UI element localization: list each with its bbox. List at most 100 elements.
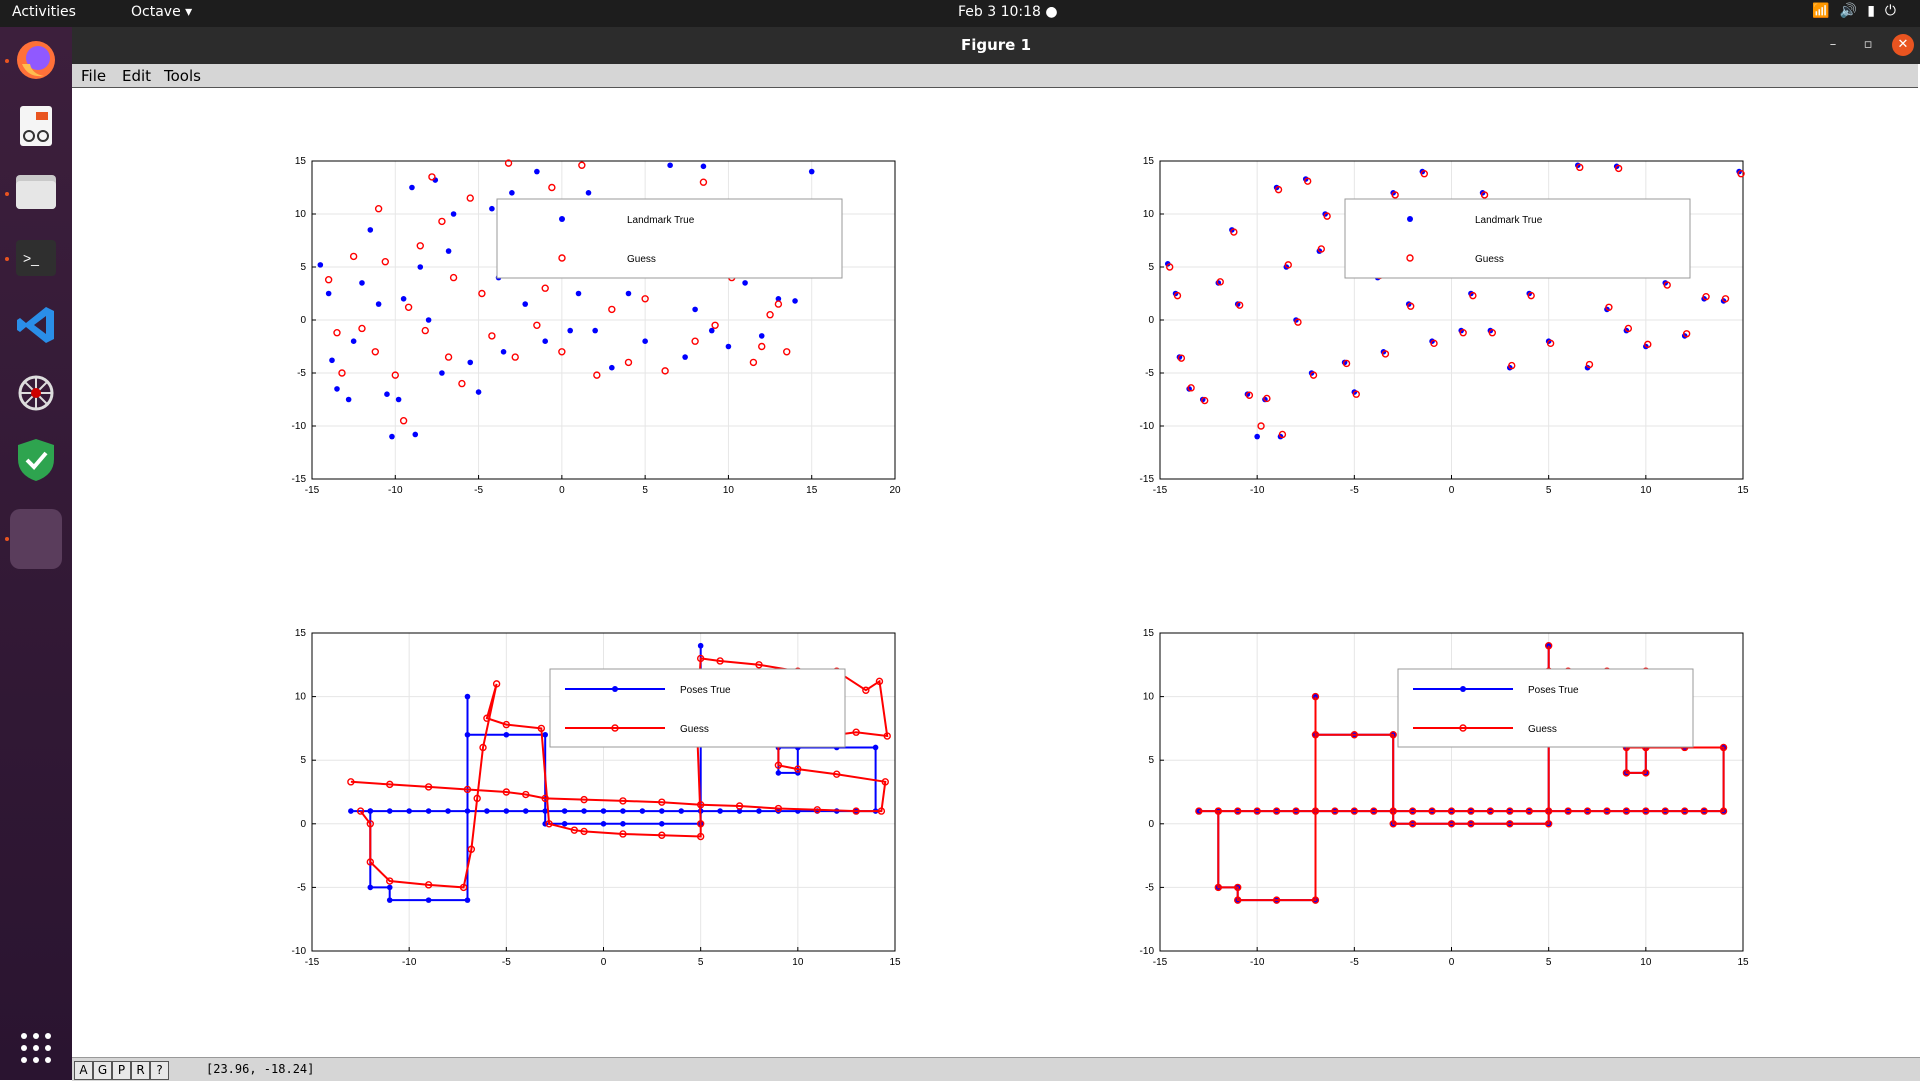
point-poses-true — [600, 808, 607, 814]
point-guess — [1235, 301, 1244, 309]
wifi-icon: 📶 — [1812, 3, 1840, 19]
legend-marker — [1406, 254, 1414, 262]
point-guess — [1622, 807, 1631, 815]
app-menu-octave[interactable]: Octave ▾ — [131, 4, 193, 20]
point-landmark-true — [758, 333, 765, 339]
terminal-icon[interactable]: >_ — [10, 232, 62, 284]
point-poses-true — [775, 770, 782, 776]
vscode-icon[interactable] — [10, 299, 62, 351]
x-tick-label: 0 — [601, 957, 607, 968]
menu-edit[interactable]: Edit — [122, 67, 152, 85]
point-guess — [1323, 212, 1331, 220]
autoscale-button[interactable]: A — [74, 1061, 93, 1080]
y-tick-label: 10 — [295, 692, 307, 703]
point-poses-true — [639, 808, 646, 814]
maximize-button[interactable]: ▫ — [1863, 37, 1873, 52]
close-button[interactable]: ✕ — [1892, 34, 1914, 56]
point-guess — [1350, 731, 1359, 739]
x-tick-label: 15 — [1737, 957, 1749, 968]
legend: Landmark True Guess — [1344, 198, 1691, 279]
point-guess — [774, 804, 783, 813]
active-window-icon[interactable] — [10, 509, 62, 569]
files-icon[interactable] — [10, 165, 62, 217]
point-guess — [1488, 329, 1497, 337]
point-guess — [399, 417, 408, 425]
point-guess — [1544, 642, 1553, 650]
help-button[interactable]: ? — [150, 1061, 169, 1080]
subplot-2[interactable]: -15 -10 -5 0 5 10 15 15 10 5 0 -5 -10 -15 Landmark Tru… — [1140, 156, 1749, 496]
point-guess — [696, 654, 705, 663]
point-poses-true — [872, 744, 879, 751]
point-guess — [502, 720, 511, 729]
point-guess — [658, 798, 666, 806]
firefox-icon[interactable] — [10, 34, 62, 86]
point-poses-true — [425, 897, 432, 903]
x-tick-label: 0 — [1449, 485, 1455, 496]
point-guess — [1642, 769, 1650, 777]
point-guess — [366, 858, 374, 866]
system-status-area[interactable]: 📶🔊▮⏻ — [1812, 3, 1906, 19]
point-guess — [1719, 807, 1728, 815]
point-guess — [696, 832, 705, 841]
legend-label: Landmark True — [627, 215, 695, 226]
point-guess — [1428, 807, 1436, 815]
menu-tools[interactable]: Tools — [164, 67, 201, 85]
point-guess — [504, 159, 513, 167]
minimize-button[interactable]: – — [1829, 37, 1837, 52]
x-tick-label: -10 — [1250, 957, 1265, 968]
menu-file[interactable]: File — [81, 67, 107, 85]
point-guess — [1352, 390, 1360, 398]
clock[interactable]: Feb 3 10:18 ● — [958, 4, 1058, 20]
window-title-bar[interactable]: Figure 1 – ▫ ✕ — [72, 27, 1920, 64]
point-guess — [444, 353, 453, 361]
point-guess — [735, 802, 744, 810]
x-tick-label: 10 — [723, 485, 735, 496]
point-guess — [1294, 318, 1302, 326]
x-tick-label: -5 — [1350, 485, 1359, 496]
app-grid-icon[interactable] — [10, 1022, 62, 1074]
point-guess — [877, 807, 886, 815]
grid-toggle-button[interactable]: G — [93, 1061, 112, 1080]
point-guess — [691, 337, 699, 345]
legend-marker — [612, 686, 618, 692]
legend: Poses True Guess — [1397, 668, 1694, 748]
point-landmark-true — [808, 168, 815, 175]
document-viewer-icon[interactable] — [10, 100, 62, 152]
x-tick-label: 15 — [1737, 485, 1749, 496]
point-landmark-true — [384, 391, 390, 398]
figure-canvas[interactable]: -15 -10 -5 0 5 10 15 20 15 10 5 0 -5 -10 -15 Landmark T… — [72, 88, 1920, 1057]
subplot-1[interactable]: -15 -10 -5 0 5 10 15 20 15 10 5 0 -5 -10 -15 Landmark T… — [292, 156, 901, 496]
point-landmark-true — [725, 343, 732, 350]
point-landmark-true — [445, 248, 452, 254]
point-landmark-true — [1254, 433, 1260, 440]
point-landmark-true — [400, 296, 407, 302]
point-guess — [466, 194, 474, 202]
point-guess — [619, 830, 627, 838]
network-icon[interactable] — [10, 367, 62, 419]
legend: Landmark True Guess — [496, 198, 843, 279]
point-landmark-true — [509, 190, 515, 196]
x-tick-label: 5 — [1546, 957, 1552, 968]
point-guess — [1622, 769, 1631, 777]
point-guess — [1508, 361, 1516, 370]
point-guess — [1644, 340, 1652, 349]
x-tick-label: 10 — [1640, 957, 1652, 968]
point-guess — [1245, 391, 1254, 399]
point-guess — [716, 657, 724, 665]
point-landmark-true — [450, 211, 457, 217]
x-tick-label: 0 — [559, 485, 565, 496]
point-guess — [1303, 177, 1312, 185]
security-shield-icon[interactable] — [10, 434, 62, 486]
pan-button[interactable]: P — [112, 1061, 131, 1080]
rotate-button[interactable]: R — [131, 1061, 150, 1080]
point-guess — [1525, 807, 1533, 815]
point-landmark-true — [317, 262, 324, 268]
activities-button[interactable]: Activities — [12, 4, 76, 20]
point-guess — [608, 305, 616, 314]
x-tick-label: 5 — [642, 485, 648, 496]
point-guess — [1469, 291, 1477, 300]
point-guess — [1408, 820, 1417, 828]
